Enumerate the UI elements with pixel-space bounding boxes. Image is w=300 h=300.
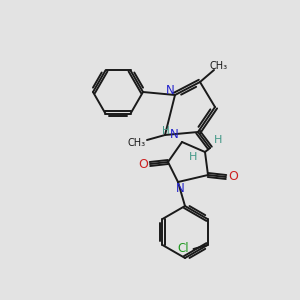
Text: CH₃: CH₃ [128, 138, 146, 148]
Text: H: H [162, 126, 170, 136]
Text: N: N [176, 182, 184, 196]
Text: Cl: Cl [178, 242, 189, 256]
Text: N: N [166, 83, 174, 97]
Text: N: N [169, 128, 178, 142]
Text: H: H [189, 152, 197, 162]
Text: O: O [138, 158, 148, 170]
Text: H: H [214, 135, 222, 145]
Text: CH₃: CH₃ [210, 61, 228, 71]
Text: O: O [228, 170, 238, 184]
